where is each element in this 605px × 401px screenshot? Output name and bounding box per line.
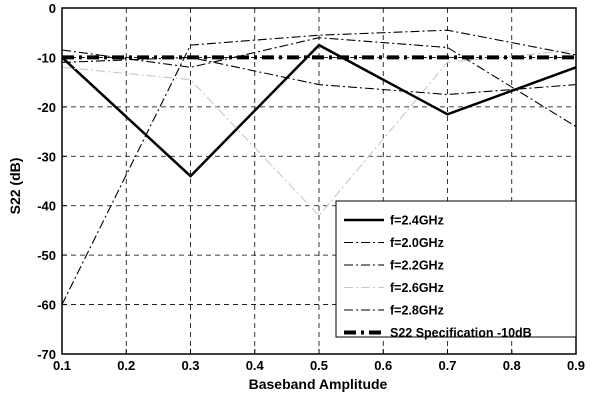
series-line xyxy=(61,29,577,305)
y-tick-label: -40 xyxy=(37,199,56,214)
legend: f=2.4GHz f=2.0GHz f=2.2GHz f=2.6GHz f=2.8GHz… xyxy=(335,200,577,340)
x-tick-label: 0.1 xyxy=(53,358,71,373)
y-tick-label: -30 xyxy=(37,149,56,164)
x-tick-label: 0.6 xyxy=(374,358,392,373)
x-tick-label: 0.7 xyxy=(438,358,456,373)
y-tick-label: -10 xyxy=(37,50,56,65)
x-tick-label: 0.2 xyxy=(117,358,135,373)
grid-layer xyxy=(62,8,576,354)
legend-label: f=2.8GHz xyxy=(390,304,444,318)
legend-label: f=2.6GHz xyxy=(390,281,444,295)
y-tick-label: -60 xyxy=(37,298,56,313)
tick-layer: 0.1 0.2 0.3 0.4 0.5 0.6 0.7 0.8 0.9 0 -10 -20 -30 -40… xyxy=(37,1,585,373)
series-line xyxy=(61,43,577,178)
x-tick-label: 0.5 xyxy=(310,358,328,373)
series-line xyxy=(61,37,577,128)
legend-label: f=2.2GHz xyxy=(390,259,444,273)
series-line xyxy=(61,49,577,217)
x-tick-label: 0.8 xyxy=(503,358,521,373)
legend-box xyxy=(335,200,577,338)
legend-label: f=2.0GHz xyxy=(390,236,444,250)
series-layer xyxy=(61,29,577,305)
y-tick-label: -20 xyxy=(37,100,56,115)
y-tick-label: -50 xyxy=(37,248,56,263)
x-tick-label: 0.4 xyxy=(246,358,265,373)
y-tick-label: -70 xyxy=(37,347,56,362)
y-axis-title: S22 (dB) xyxy=(7,158,23,215)
x-tick-label: 0.3 xyxy=(181,358,199,373)
x-tick-label: 0.9 xyxy=(567,358,585,373)
legend-items: f=2.4GHz f=2.0GHz f=2.2GHz f=2.6GHz f=2.8GHz… xyxy=(344,214,532,340)
y-tick-label: 0 xyxy=(49,1,56,16)
x-axis-title: Baseband Amplitude xyxy=(249,376,388,392)
legend-label: f=2.4GHz xyxy=(390,214,444,228)
legend-label: S22 Specification -10dB xyxy=(390,326,532,340)
